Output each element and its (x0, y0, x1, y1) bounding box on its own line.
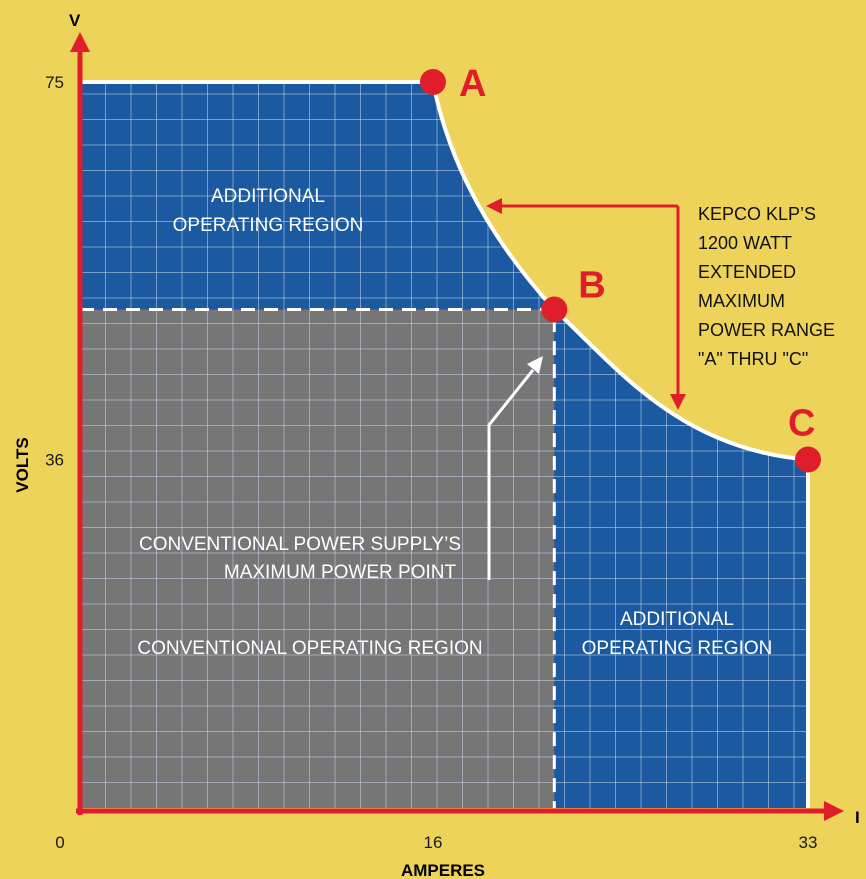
annotation-arrows (486, 198, 686, 580)
white-arrowhead (527, 356, 543, 374)
y-axis-title: VOLTS (13, 437, 32, 492)
x-axis-letter: I (855, 808, 860, 827)
point-a-label: A (459, 63, 486, 105)
extended-range-annotation-line: KEPCO KLP’S (698, 204, 816, 224)
point-b-marker (541, 296, 568, 323)
right-region-label-line1: ADDITIONAL (620, 609, 734, 630)
x-tick-label: 33 (799, 833, 818, 852)
conventional-operating-region-area (80, 309, 555, 808)
max-power-point-label-line2: MAXIMUM POWER POINT (224, 562, 457, 583)
max-power-point-label-line1: CONVENTIONAL POWER SUPPLY’S (139, 534, 461, 555)
point-b-label: B (578, 264, 605, 306)
y-tick-label: 75 (45, 73, 64, 92)
y-axis-arrowhead (70, 32, 90, 52)
right-region-label-line2: OPERATING REGION (582, 638, 773, 659)
axes (70, 32, 844, 821)
extended-range-annotation-line: EXTENDED (698, 262, 796, 282)
tick-labels: 0 16 33 75 36 (45, 73, 817, 852)
x-tick-label: 16 (424, 833, 443, 852)
extended-range-annotation: KEPCO KLP’S 1200 WATT EXTENDED MAXIMUM POWER… (698, 204, 835, 369)
x-tick-label: 0 (55, 833, 64, 852)
red-arrowhead-left (486, 198, 502, 214)
extended-range-annotation-line: MAXIMUM (698, 291, 785, 311)
red-arrowhead-down (670, 394, 686, 410)
conventional-limit-dashed-line (80, 307, 556, 808)
extended-range-annotation-line: 1200 WATT (698, 233, 792, 253)
point-c-label: C (788, 403, 815, 445)
conventional-region-label: CONVENTIONAL OPERATING REGION (137, 638, 482, 659)
point-c-marker (795, 446, 821, 473)
extended-range-annotation-line: POWER RANGE (698, 320, 835, 340)
white-arrow-to-point-b (487, 369, 535, 580)
y-tick-label: 36 (45, 451, 64, 470)
x-axis-arrowhead (824, 801, 844, 821)
point-a-marker (419, 69, 446, 95)
y-axis-letter: V (69, 11, 81, 30)
upper-region-label-line2: OPERATING REGION (173, 215, 364, 236)
corner-points: A B C (419, 63, 821, 473)
upper-region-label-line1: ADDITIONAL (211, 186, 325, 207)
extended-range-annotation-line: "A" THRU "C" (698, 349, 808, 369)
x-axis-title: AMPERES (401, 861, 485, 879)
